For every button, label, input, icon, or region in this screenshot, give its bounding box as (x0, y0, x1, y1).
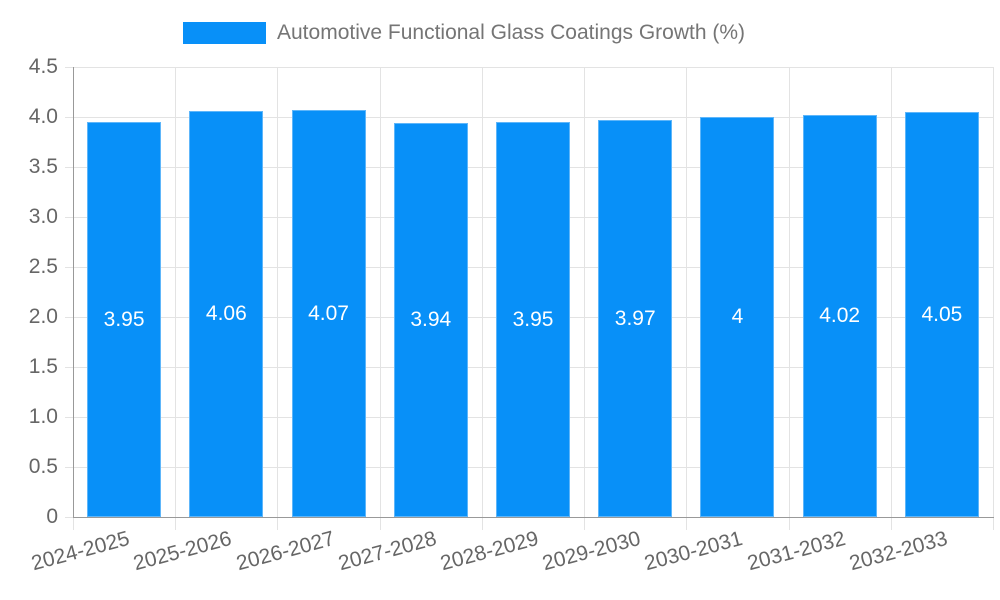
bar[interactable] (598, 120, 673, 517)
x-axis-tick-label: 2025-2026 (131, 527, 235, 576)
legend-label: Automotive Functional Glass Coatings Gro… (277, 21, 746, 44)
x-axis-tick-label: 2031-2032 (744, 527, 848, 576)
bar[interactable] (393, 123, 468, 517)
bar[interactable] (802, 115, 877, 517)
plot-border-top (73, 67, 994, 68)
y-axis-tick-label: 1.5 (28, 355, 58, 378)
bar-value-label: 4.07 (308, 301, 349, 325)
bar-value-label: 3.94 (410, 308, 452, 331)
x-axis-tick (73, 518, 74, 530)
y-axis-tick-label: 4.5 (28, 55, 58, 78)
x-axis-tick-label: 2029-2030 (540, 527, 644, 576)
x-axis-tick (379, 518, 381, 530)
bar-value-label: 3.95 (512, 307, 554, 331)
x-axis-tick (584, 518, 586, 530)
legend-swatch-icon (183, 22, 266, 44)
y-axis-tick-label: 2.0 (28, 305, 58, 328)
x-axis-tick (277, 518, 279, 530)
bar-value-label: 3.97 (614, 306, 656, 330)
gridline-vertical (788, 68, 790, 517)
bar-value-label: 3.95 (103, 307, 145, 331)
gridline-vertical (584, 68, 586, 517)
y-axis-tick (65, 117, 73, 118)
bar[interactable] (291, 110, 366, 517)
y-axis-tick-label: 4.0 (28, 105, 58, 128)
bar-value-label: 4.05 (921, 302, 963, 326)
gridline-horizontal (74, 117, 993, 118)
x-axis-tick (993, 518, 994, 530)
y-axis-tick-label: 0 (46, 505, 58, 528)
bar[interactable] (700, 117, 775, 517)
y-axis-tick-label: 1.0 (28, 405, 58, 428)
y-axis-tick (65, 267, 73, 268)
y-axis-tick (65, 417, 73, 418)
bar[interactable] (87, 122, 162, 517)
bar-value-label: 4.02 (819, 304, 861, 327)
x-axis-tick-label: 2032-2033 (846, 527, 950, 576)
x-axis-tick (686, 518, 688, 530)
plot-border-right (993, 67, 994, 518)
y-axis-tick-label: 0.5 (28, 455, 58, 478)
x-axis-tick-label: 2024-2025 (29, 527, 133, 576)
bar-value-label: 4.06 (205, 302, 247, 325)
y-axis-tick (65, 317, 73, 318)
x-axis-tick-label: 2027-2028 (335, 527, 439, 576)
gridline-vertical (379, 68, 381, 517)
x-axis-tick (481, 518, 483, 530)
x-axis-tick (175, 518, 177, 530)
y-axis-tick (65, 467, 73, 468)
chart-legend-item[interactable]: Automotive Functional Glass Coatings Gro… (183, 21, 745, 45)
y-axis-tick (65, 517, 73, 518)
bar[interactable] (189, 111, 264, 517)
y-axis-line (73, 67, 74, 518)
x-axis-tick-label: 2028-2029 (437, 527, 541, 576)
gridline-vertical (481, 68, 483, 517)
bar[interactable] (904, 112, 979, 517)
gridline-vertical (277, 68, 279, 517)
gridline-vertical (890, 68, 892, 517)
y-axis-tick-label: 3.5 (28, 155, 58, 178)
x-axis-tick-label: 2026-2027 (233, 527, 337, 576)
gridline-vertical (175, 68, 177, 517)
x-axis-tick (788, 518, 790, 530)
x-axis-tick (890, 518, 892, 530)
bar-value-label: 4 (731, 305, 744, 328)
y-axis-tick (65, 67, 73, 68)
x-axis-tick-label: 2030-2031 (642, 527, 746, 576)
y-axis-tick (65, 367, 73, 368)
gridline-vertical (686, 68, 688, 517)
y-axis-tick (65, 167, 73, 168)
y-axis-tick-label: 2.5 (28, 255, 58, 278)
x-axis-line (73, 517, 994, 518)
y-axis-tick-label: 3.0 (28, 205, 58, 228)
y-axis-tick (65, 217, 73, 218)
bar[interactable] (496, 122, 570, 517)
